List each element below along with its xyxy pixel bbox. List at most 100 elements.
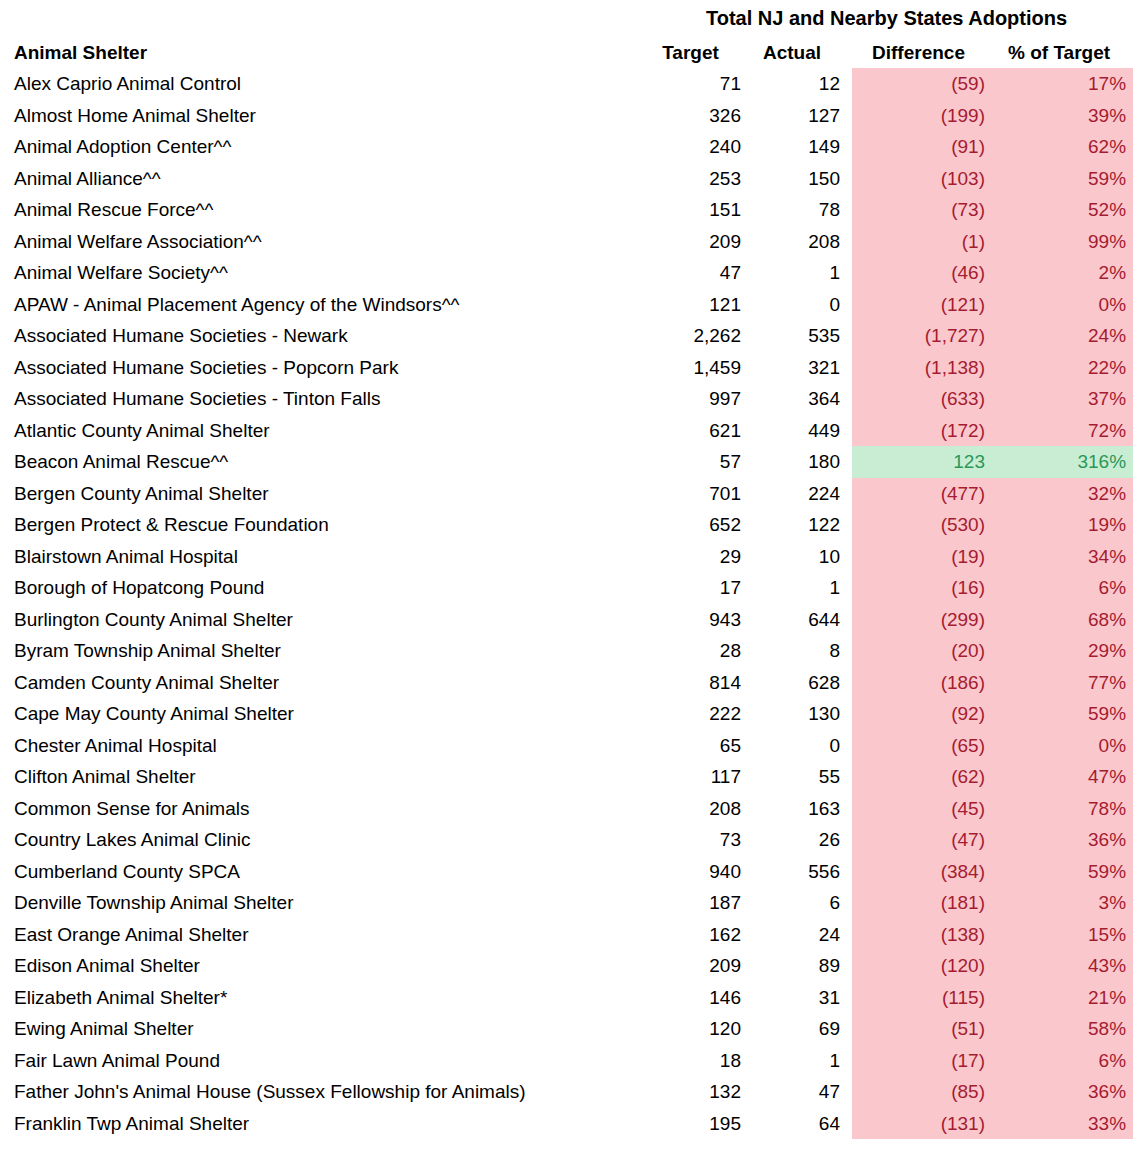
- difference-value-cell: (1,727): [852, 320, 992, 352]
- shelter-name-cell: Franklin Twp Animal Shelter: [0, 1108, 640, 1140]
- pct-of-target-value-cell: 52%: [992, 194, 1133, 226]
- target-value-cell: 17: [640, 572, 744, 604]
- group-title-row: Total NJ and Nearby States Adoptions: [0, 0, 1133, 36]
- difference-value-cell: (115): [852, 982, 992, 1014]
- shelter-name-cell: Borough of Hopatcong Pound: [0, 572, 640, 604]
- difference-value-cell: (85): [852, 1076, 992, 1108]
- difference-value-cell: (120): [852, 950, 992, 982]
- difference-value-cell: (91): [852, 131, 992, 163]
- difference-value-cell: (65): [852, 730, 992, 762]
- target-value-cell: 162: [640, 919, 744, 951]
- actual-value-cell: 449: [744, 415, 852, 447]
- pct-of-target-value-cell: 37%: [992, 383, 1133, 415]
- shelter-name-cell: Animal Adoption Center^^: [0, 131, 640, 163]
- difference-value-cell: (172): [852, 415, 992, 447]
- target-value-cell: 57: [640, 446, 744, 478]
- pct-of-target-value-cell: 78%: [992, 793, 1133, 825]
- actual-value-cell: 78: [744, 194, 852, 226]
- table-row: Byram Township Animal Shelter 28 8 (20) …: [0, 635, 1133, 667]
- shelter-name-cell: Associated Humane Societies - Tinton Fal…: [0, 383, 640, 415]
- table-row: Animal Welfare Society^^ 47 1 (46) 2%: [0, 257, 1133, 289]
- pct-of-target-value-cell: 32%: [992, 478, 1133, 510]
- target-value-cell: 28: [640, 635, 744, 667]
- table-row: Camden County Animal Shelter 814 628 (18…: [0, 667, 1133, 699]
- pct-of-target-value-cell: 59%: [992, 698, 1133, 730]
- pct-of-target-value-cell: 59%: [992, 856, 1133, 888]
- pct-of-target-value-cell: 19%: [992, 509, 1133, 541]
- target-value-cell: 814: [640, 667, 744, 699]
- actual-value-cell: 150: [744, 163, 852, 195]
- table-row: Alex Caprio Animal Control 71 12 (59) 17…: [0, 68, 1133, 100]
- shelter-name-cell: Country Lakes Animal Clinic: [0, 824, 640, 856]
- table-row: Father John's Animal House (Sussex Fello…: [0, 1076, 1133, 1108]
- pct-of-target-value-cell: 33%: [992, 1108, 1133, 1140]
- shelter-name-cell: East Orange Animal Shelter: [0, 919, 640, 951]
- table-row: Burlington County Animal Shelter 943 644…: [0, 604, 1133, 636]
- column-header-pct-of-target: % of Target: [992, 36, 1133, 68]
- actual-value-cell: 180: [744, 446, 852, 478]
- difference-value-cell: (92): [852, 698, 992, 730]
- difference-value-cell: 123: [852, 446, 992, 478]
- target-value-cell: 2,262: [640, 320, 744, 352]
- shelter-name-cell: Burlington County Animal Shelter: [0, 604, 640, 636]
- table-row: Denville Township Animal Shelter 187 6 (…: [0, 887, 1133, 919]
- difference-value-cell: (17): [852, 1045, 992, 1077]
- difference-value-cell: (384): [852, 856, 992, 888]
- shelter-name-cell: Denville Township Animal Shelter: [0, 887, 640, 919]
- difference-value-cell: (19): [852, 541, 992, 573]
- target-value-cell: 701: [640, 478, 744, 510]
- table-row: Country Lakes Animal Clinic 73 26 (47) 3…: [0, 824, 1133, 856]
- shelter-name-cell: Cape May County Animal Shelter: [0, 698, 640, 730]
- shelter-name-cell: Almost Home Animal Shelter: [0, 100, 640, 132]
- target-value-cell: 222: [640, 698, 744, 730]
- target-value-cell: 621: [640, 415, 744, 447]
- table-row: Cumberland County SPCA 940 556 (384) 59%: [0, 856, 1133, 888]
- target-value-cell: 47: [640, 257, 744, 289]
- table-row: Animal Alliance^^ 253 150 (103) 59%: [0, 163, 1133, 195]
- difference-value-cell: (530): [852, 509, 992, 541]
- difference-value-cell: (62): [852, 761, 992, 793]
- difference-value-cell: (73): [852, 194, 992, 226]
- column-header-animal-shelter: Animal Shelter: [0, 36, 640, 68]
- table-row: Edison Animal Shelter 209 89 (120) 43%: [0, 950, 1133, 982]
- actual-value-cell: 127: [744, 100, 852, 132]
- actual-value-cell: 6: [744, 887, 852, 919]
- shelter-name-cell: APAW - Animal Placement Agency of the Wi…: [0, 289, 640, 321]
- table-row: Almost Home Animal Shelter 326 127 (199)…: [0, 100, 1133, 132]
- pct-of-target-value-cell: 17%: [992, 68, 1133, 100]
- table-row: East Orange Animal Shelter 162 24 (138) …: [0, 919, 1133, 951]
- shelter-name-cell: Blairstown Animal Hospital: [0, 541, 640, 573]
- actual-value-cell: 122: [744, 509, 852, 541]
- table-row: Animal Adoption Center^^ 240 149 (91) 62…: [0, 131, 1133, 163]
- actual-value-cell: 535: [744, 320, 852, 352]
- target-value-cell: 940: [640, 856, 744, 888]
- shelter-name-cell: Common Sense for Animals: [0, 793, 640, 825]
- target-value-cell: 187: [640, 887, 744, 919]
- shelter-name-cell: Edison Animal Shelter: [0, 950, 640, 982]
- difference-value-cell: (47): [852, 824, 992, 856]
- difference-value-cell: (46): [852, 257, 992, 289]
- actual-value-cell: 364: [744, 383, 852, 415]
- actual-value-cell: 31: [744, 982, 852, 1014]
- actual-value-cell: 89: [744, 950, 852, 982]
- difference-value-cell: (299): [852, 604, 992, 636]
- table-row: Associated Humane Societies - Newark 2,2…: [0, 320, 1133, 352]
- difference-value-cell: (16): [852, 572, 992, 604]
- table-row: Chester Animal Hospital 65 0 (65) 0%: [0, 730, 1133, 762]
- pct-of-target-value-cell: 59%: [992, 163, 1133, 195]
- adoptions-table: Total NJ and Nearby States Adoptions Ani…: [0, 0, 1133, 1139]
- table-row: Elizabeth Animal Shelter* 146 31 (115) 2…: [0, 982, 1133, 1014]
- actual-value-cell: 0: [744, 289, 852, 321]
- shelter-name-cell: Associated Humane Societies - Newark: [0, 320, 640, 352]
- difference-value-cell: (131): [852, 1108, 992, 1140]
- table-row: Animal Welfare Association^^ 209 208 (1)…: [0, 226, 1133, 258]
- table-row: Borough of Hopatcong Pound 17 1 (16) 6%: [0, 572, 1133, 604]
- column-header-actual: Actual: [744, 36, 852, 68]
- table-row: Associated Humane Societies - Popcorn Pa…: [0, 352, 1133, 384]
- actual-value-cell: 55: [744, 761, 852, 793]
- column-header-difference: Difference: [852, 36, 992, 68]
- shelter-name-cell: Bergen Protect & Rescue Foundation: [0, 509, 640, 541]
- actual-value-cell: 644: [744, 604, 852, 636]
- actual-value-cell: 321: [744, 352, 852, 384]
- shelter-name-cell: Ewing Animal Shelter: [0, 1013, 640, 1045]
